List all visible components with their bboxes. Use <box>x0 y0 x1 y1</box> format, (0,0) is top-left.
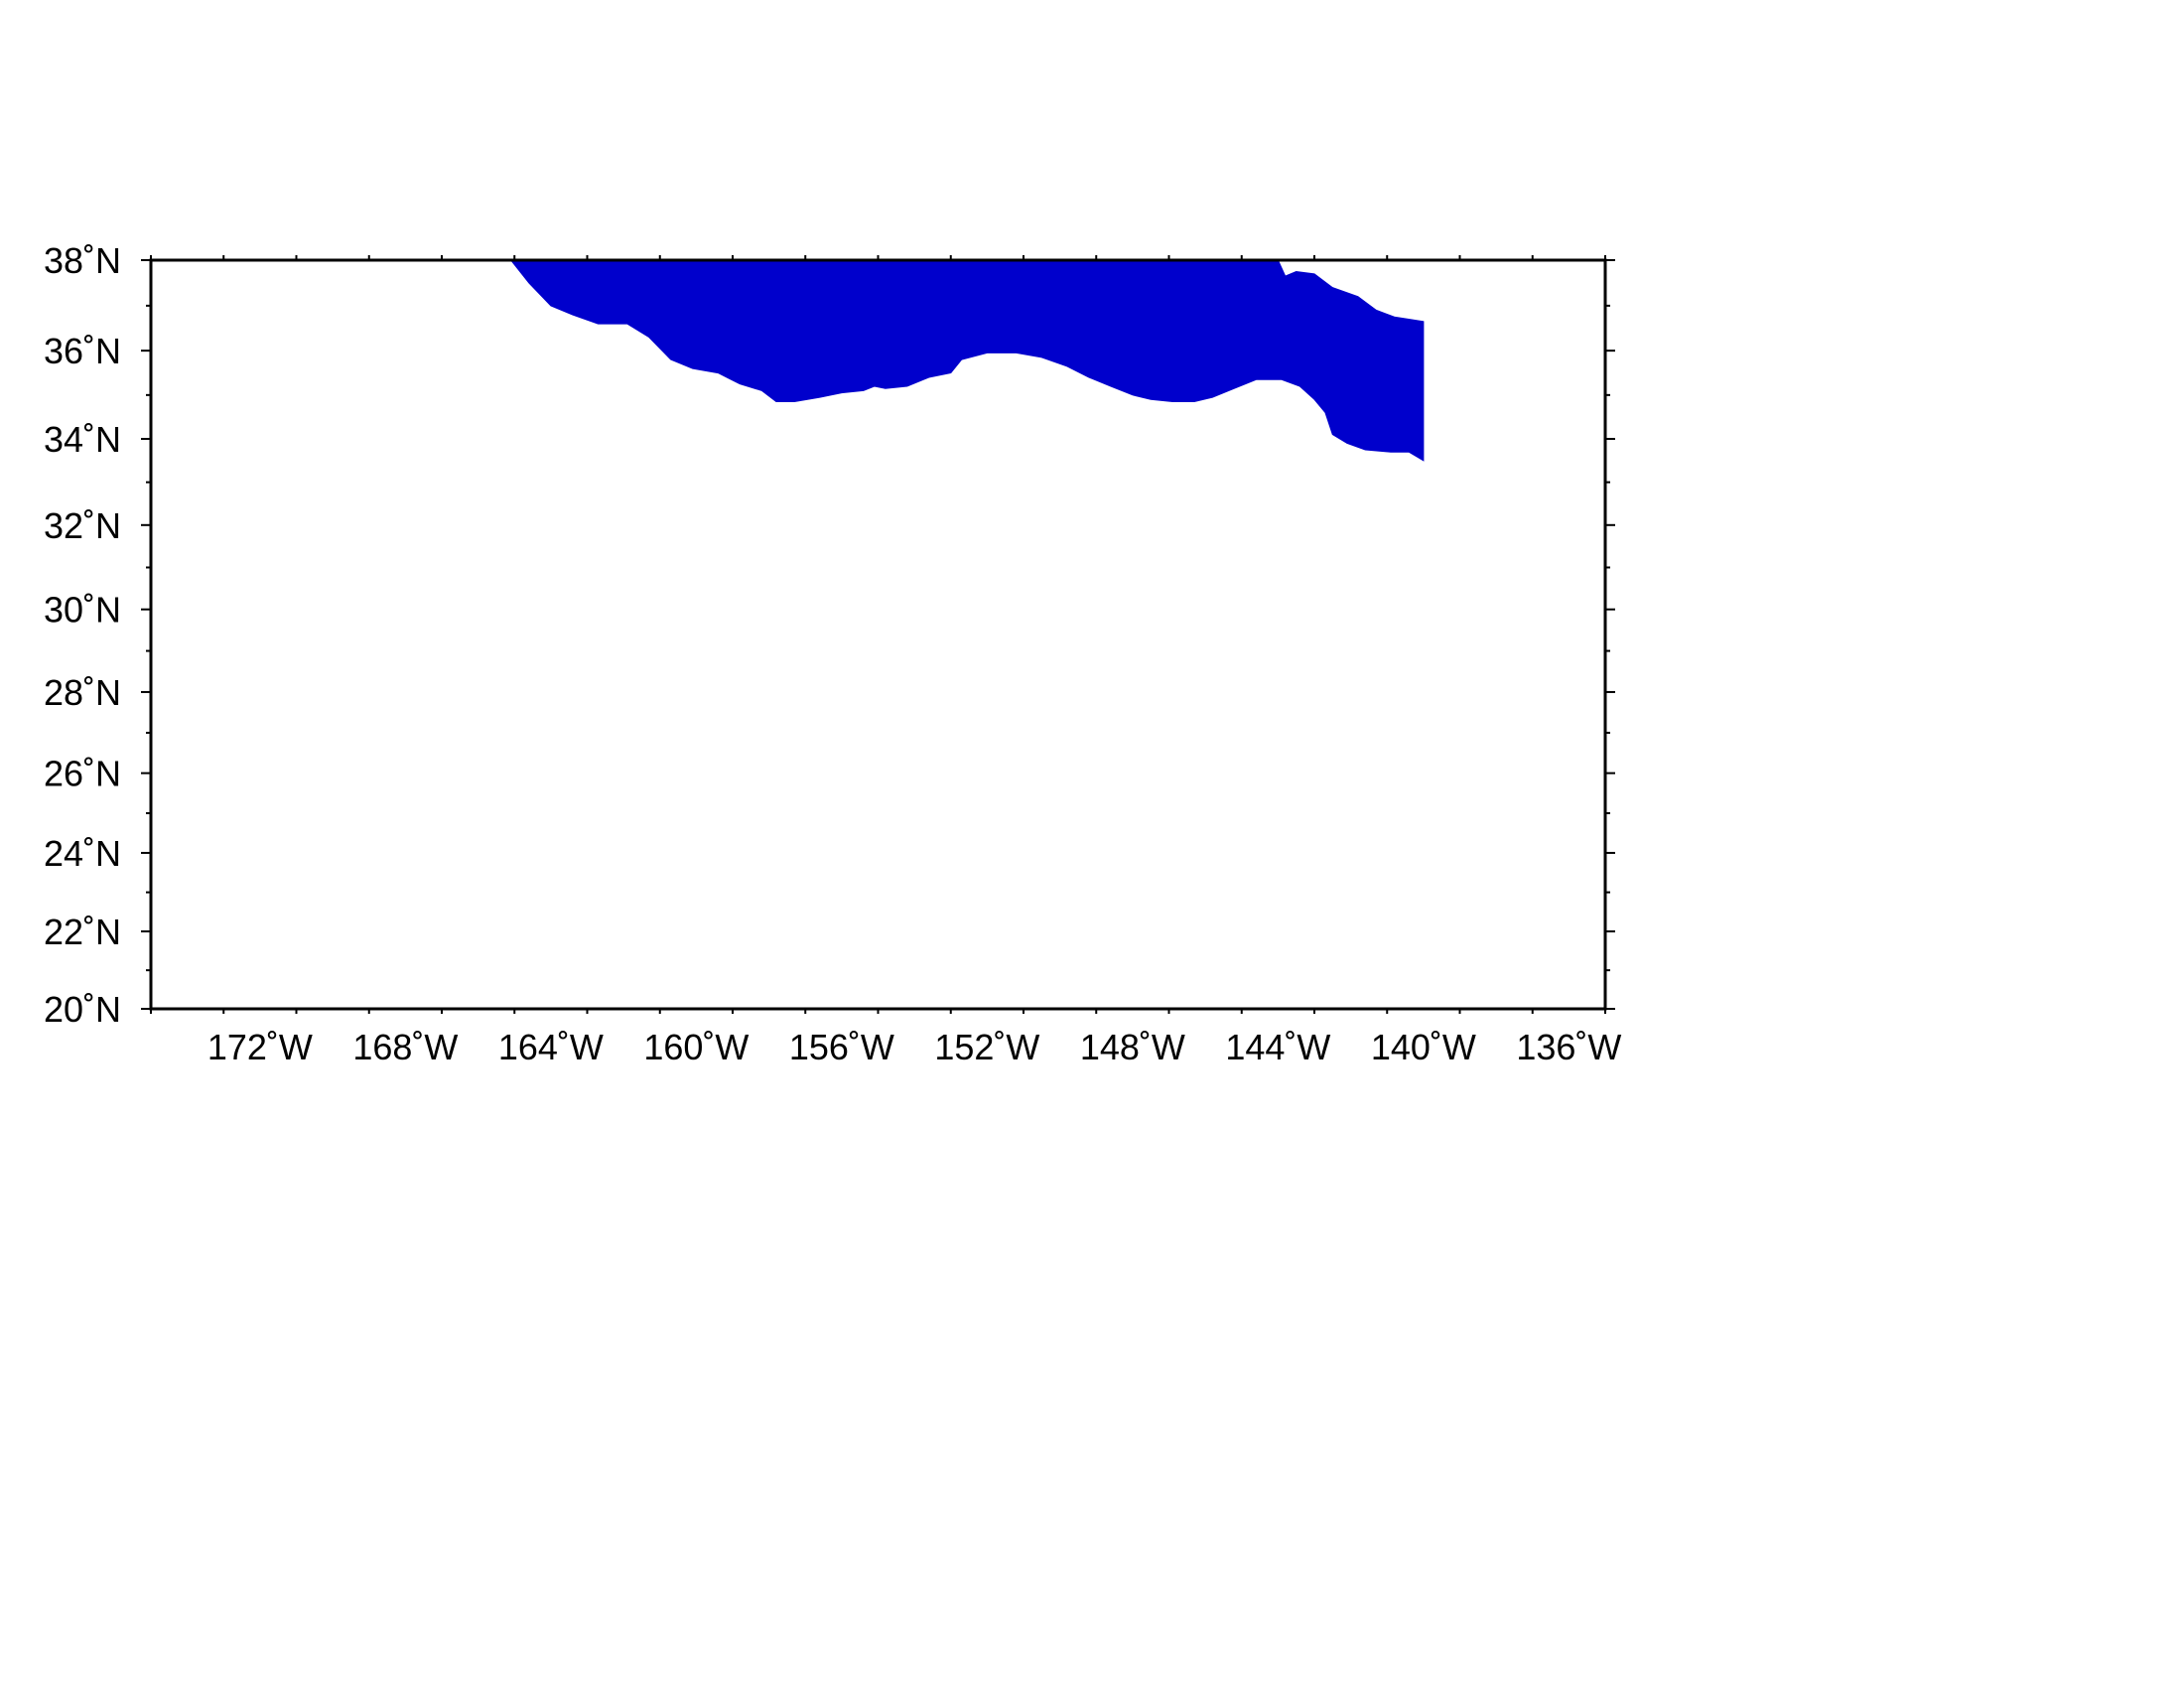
y-tick-label: 30˚N <box>44 590 121 631</box>
y-tick-label: 26˚N <box>44 754 121 794</box>
x-tick-label: 136˚W <box>1516 1027 1621 1067</box>
y-tick-label: 20˚N <box>44 989 121 1030</box>
y-tick-label: 24˚N <box>44 833 121 874</box>
map-frame <box>149 258 1607 1011</box>
x-tick-label: 164˚W <box>498 1027 604 1067</box>
y-tick-label: 34˚N <box>44 419 121 460</box>
region-layer <box>509 259 1425 462</box>
x-tick-label: 140˚W <box>1371 1027 1476 1067</box>
y-tick-label: 28˚N <box>44 672 121 713</box>
x-tick-label: 144˚W <box>1225 1027 1330 1067</box>
x-tick-label: 152˚W <box>934 1027 1039 1067</box>
x-tick-label: 168˚W <box>352 1027 458 1067</box>
tick-labels: 172˚W 168˚W 164˚W 160˚W 156˚W 152˚W 148˚W 144˚W… <box>44 240 1621 1067</box>
x-tick-label: 156˚W <box>789 1027 894 1067</box>
x-tick-label: 172˚W <box>207 1027 313 1067</box>
y-tick-label: 32˚N <box>44 505 121 546</box>
y-tick-label: 36˚N <box>44 331 121 371</box>
filled-region <box>509 259 1425 462</box>
y-tick-label: 22˚N <box>44 912 121 952</box>
y-tick-label: 38˚N <box>44 240 121 281</box>
x-tick-label: 160˚W <box>643 1027 749 1067</box>
x-tick-label: 148˚W <box>1080 1027 1185 1067</box>
